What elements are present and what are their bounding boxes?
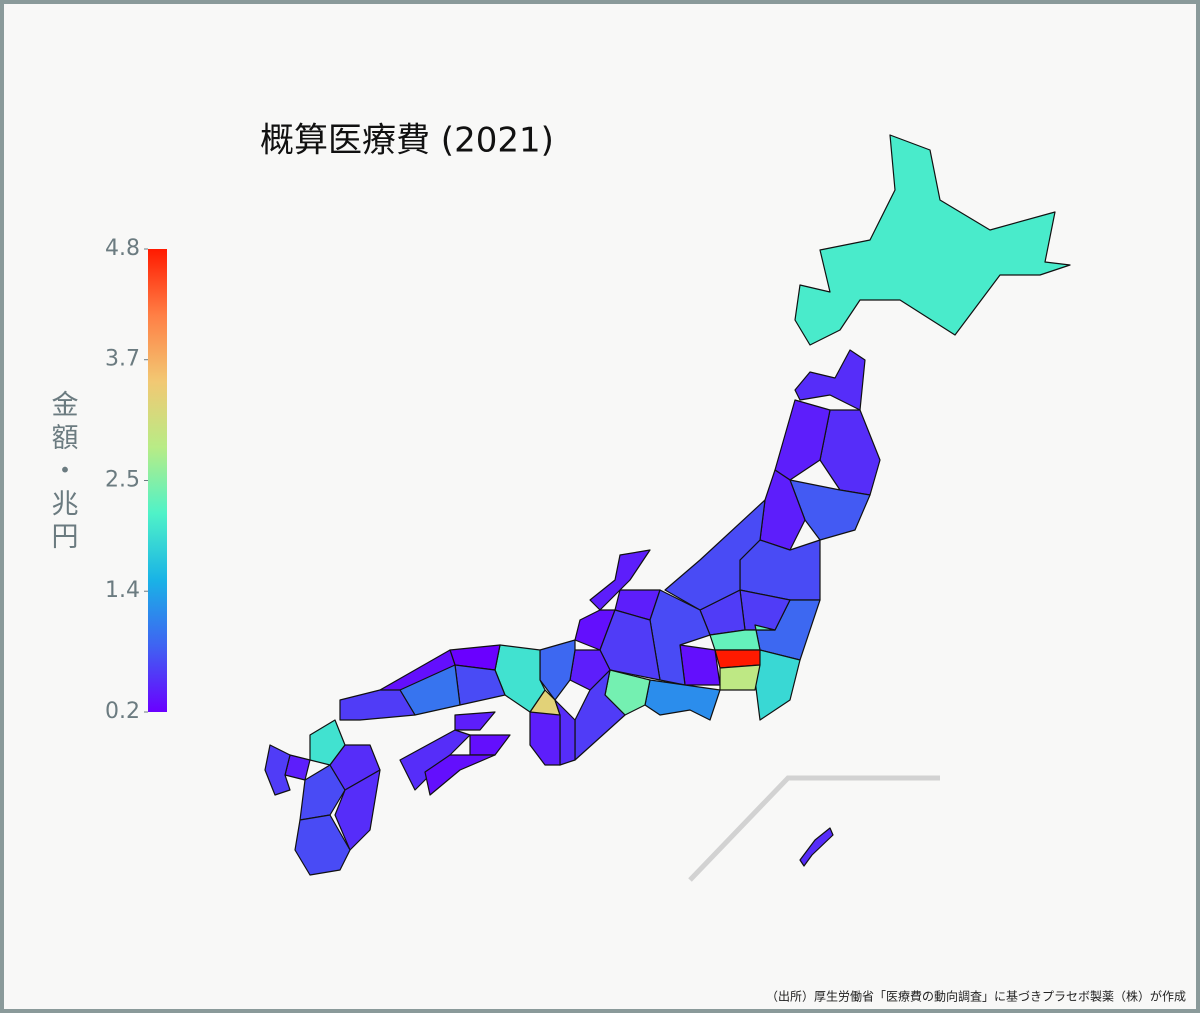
prefecture [794,134,1071,346]
prefecture [719,664,761,691]
prefecture [644,679,721,721]
prefecture [299,764,346,821]
prefecture [339,689,416,721]
colorbar-title: 金額・兆円 [47,390,79,555]
colorbar-tick-label: 3.7 [105,347,140,372]
prefecture [794,349,866,411]
prefecture [599,609,661,681]
colorbar [148,249,167,712]
prefecture [774,399,831,481]
prefecture [589,549,651,611]
colorbar-tick-label: 0.2 [105,699,140,724]
prefecture [529,711,561,766]
prefecture [739,539,821,601]
map [264,134,1071,876]
prefecture [329,744,381,791]
prefecture [264,744,291,796]
prefecture [454,711,496,731]
inset-divider [688,775,940,882]
prefecture [424,754,496,796]
prefecture [679,644,721,686]
prefecture [294,814,351,876]
prefecture [664,499,766,611]
colorbar-tick-label: 1.4 [105,578,140,603]
source-note: （出所）厚生労働省「医療費の動向調査」に基づきプラセボ製薬（株）が作成 [766,989,1186,1004]
colorbar-tick-label: 4.8 [105,236,140,261]
prefecture [399,729,471,791]
colorbar-tick-label: 2.5 [105,468,140,493]
prefecture [334,769,381,851]
chart-title: 概算医療費 (2021) [260,121,554,161]
prefecture [799,827,834,867]
